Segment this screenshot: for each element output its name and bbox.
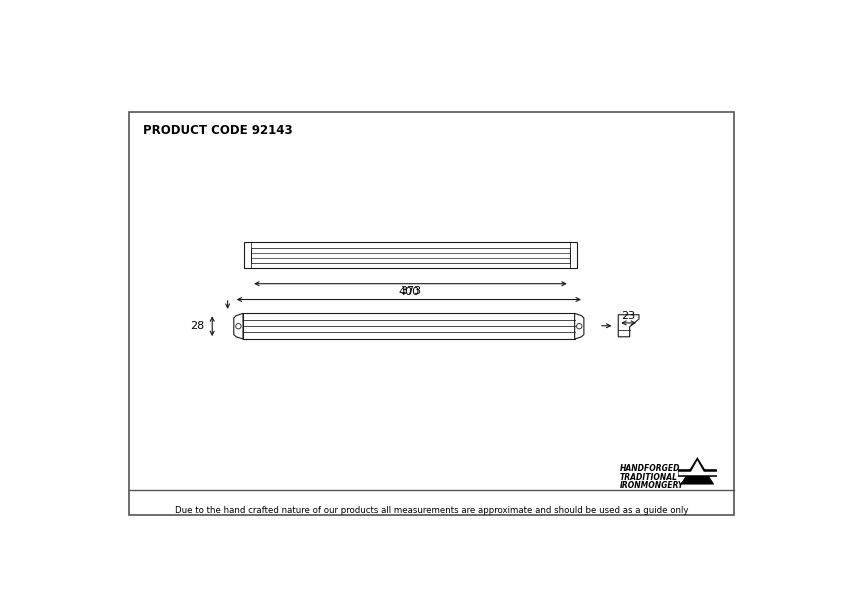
- Text: 373: 373: [400, 286, 421, 296]
- Polygon shape: [234, 313, 243, 339]
- Polygon shape: [690, 460, 705, 473]
- Text: TRADITIONAL: TRADITIONAL: [620, 473, 678, 482]
- Bar: [129, 112, 734, 515]
- Text: HANDFORGED: HANDFORGED: [620, 464, 680, 473]
- Text: 28: 28: [190, 321, 205, 331]
- Bar: [251, 248, 570, 262]
- Polygon shape: [618, 315, 639, 337]
- Bar: [243, 313, 574, 339]
- Bar: [243, 242, 578, 268]
- Text: 23: 23: [621, 311, 636, 321]
- Text: PRODUCT CODE 92143: PRODUCT CODE 92143: [143, 125, 293, 137]
- Text: 400: 400: [398, 287, 419, 297]
- Circle shape: [577, 324, 582, 329]
- Text: Due to the hand crafted nature of our products all measurements are approximate : Due to the hand crafted nature of our pr…: [175, 506, 688, 515]
- Polygon shape: [680, 457, 714, 485]
- Text: IRONMONGERY: IRONMONGERY: [620, 482, 684, 491]
- Circle shape: [236, 324, 241, 329]
- Polygon shape: [574, 313, 584, 339]
